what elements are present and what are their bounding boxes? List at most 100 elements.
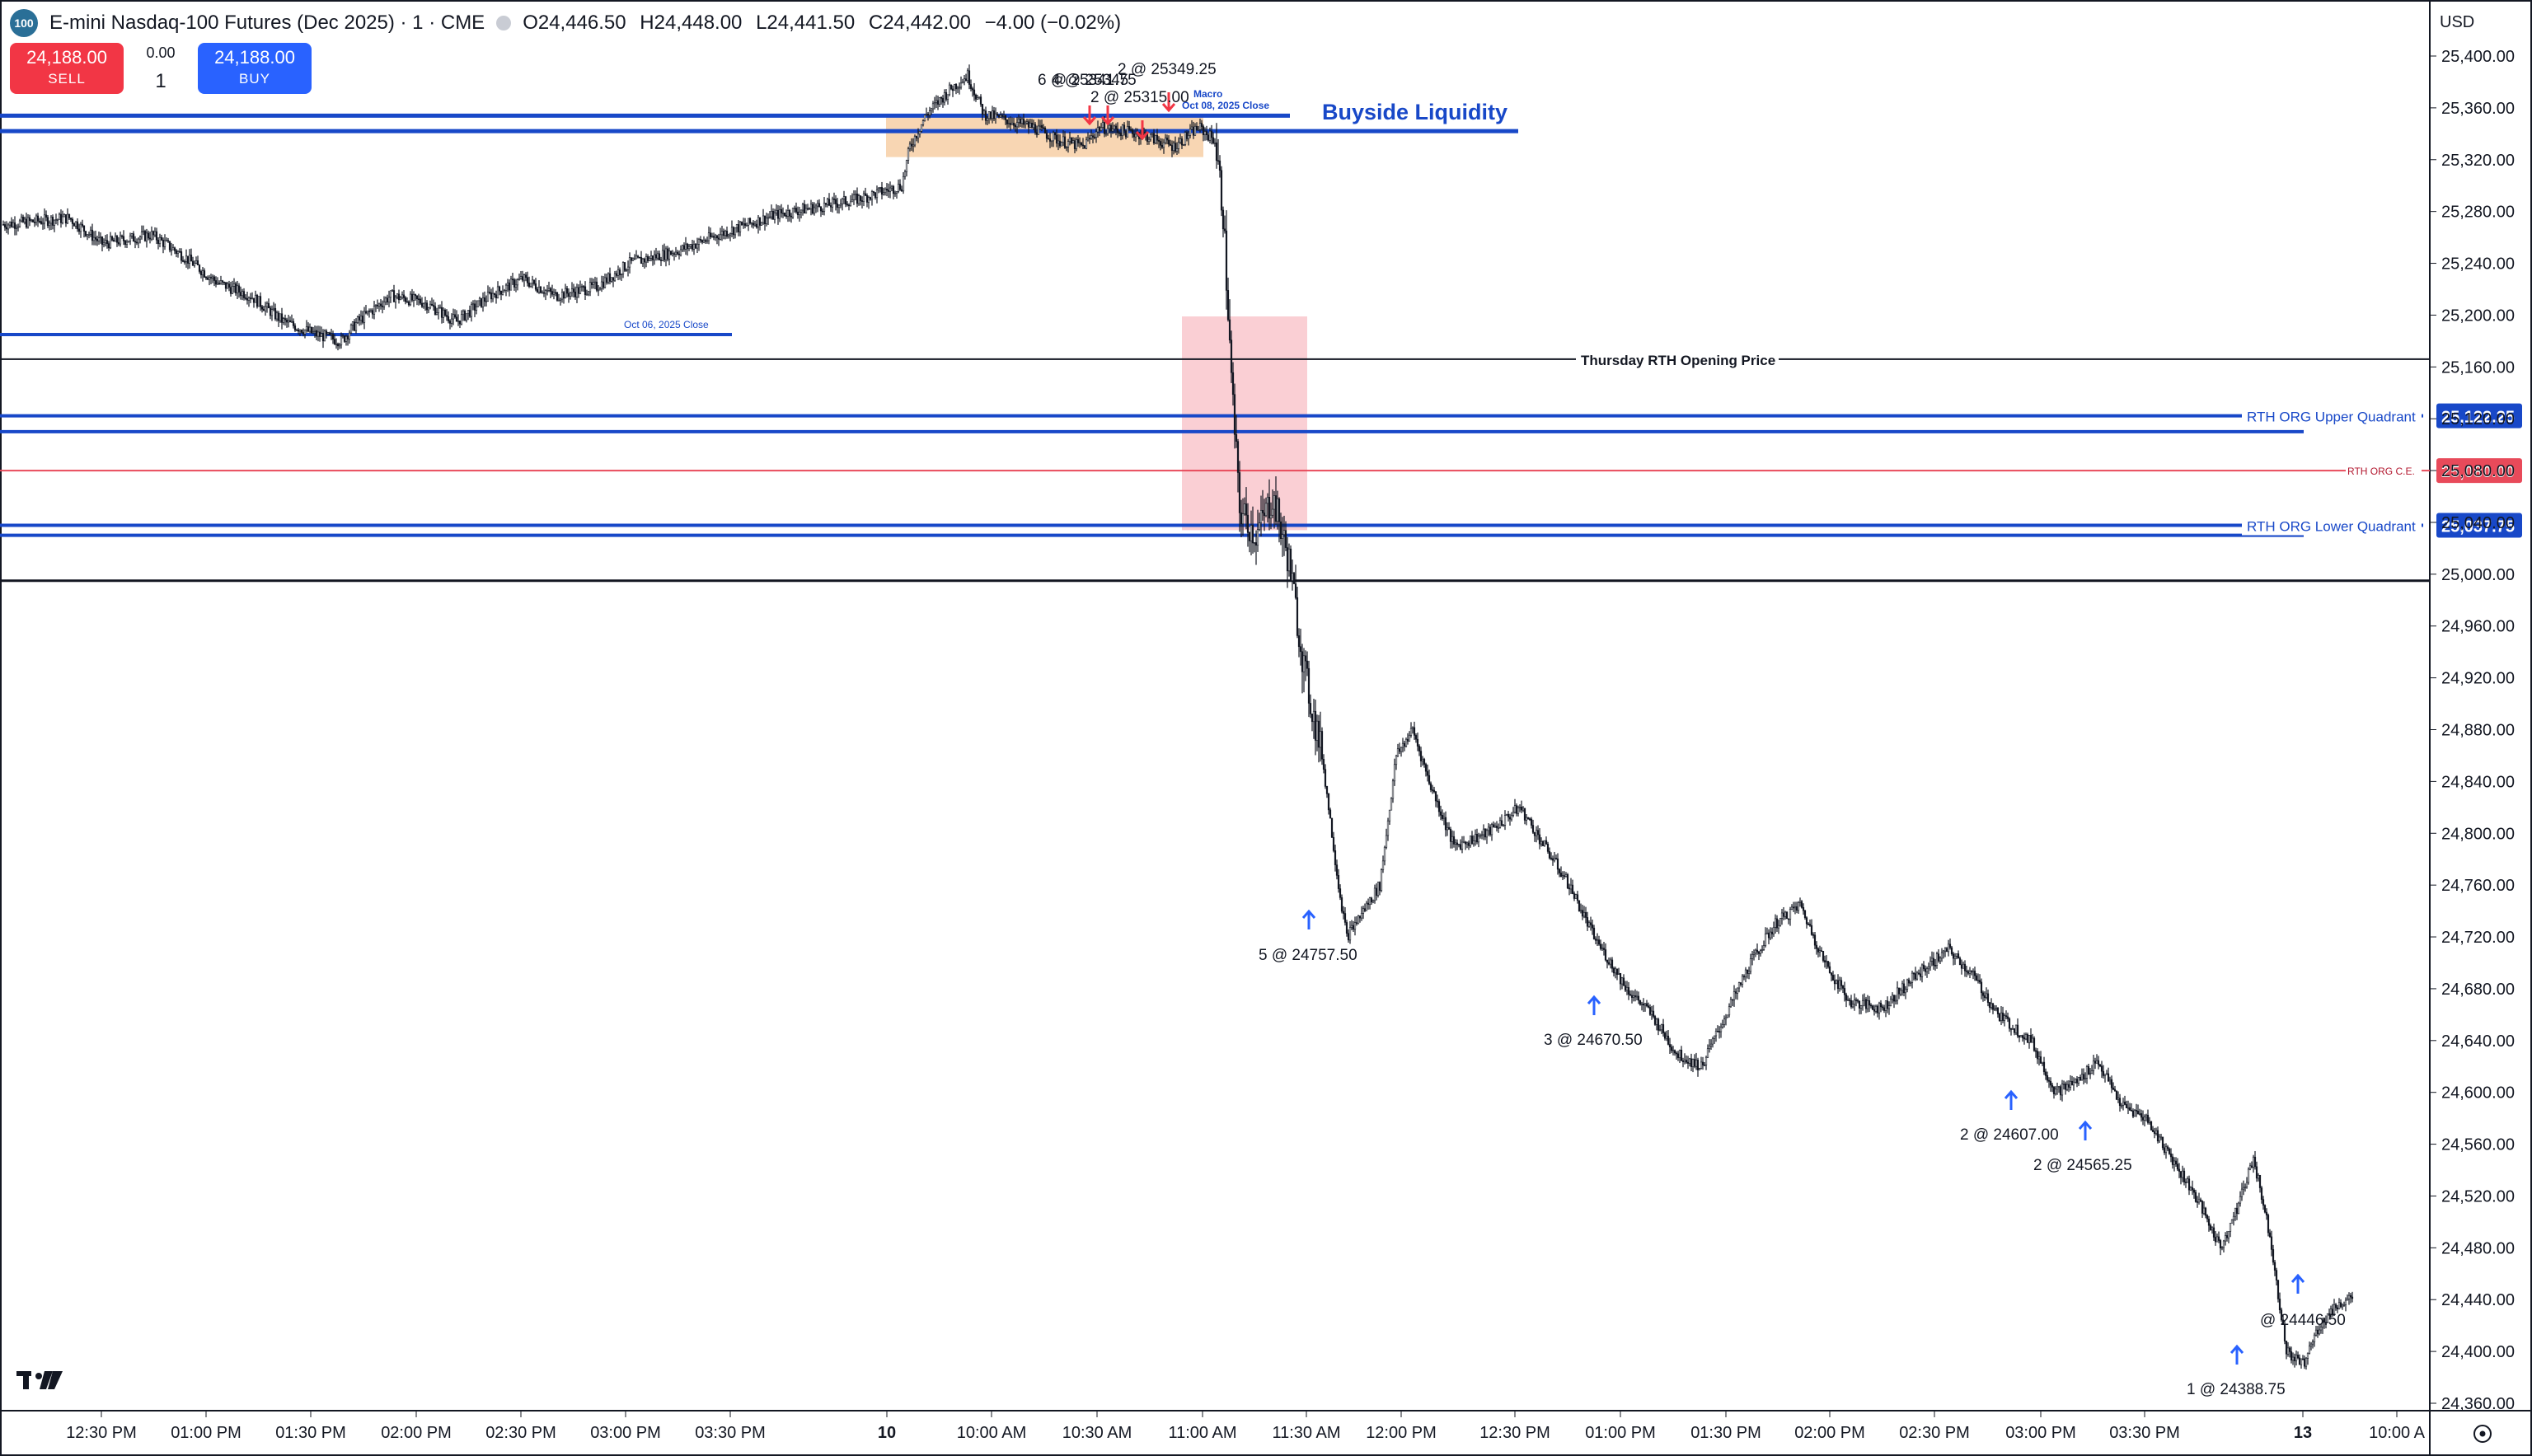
candle-body [450,318,453,324]
candle-body [1932,957,1935,966]
candle-body [588,282,592,293]
candle-body [1180,138,1184,146]
candle-body [1589,922,1592,925]
candle-body [1123,124,1126,132]
candle-body [1193,125,1197,136]
currency-label[interactable]: USD [2440,13,2475,31]
candle-body [97,237,101,241]
candle-body [2145,1114,2148,1117]
candle-body [656,253,659,259]
candle-body [232,283,236,287]
candle-body [1225,230,1228,291]
candle-body [434,306,437,315]
candle-body [1236,441,1240,473]
candle-body [33,222,36,223]
candle-body [513,279,516,288]
candle-body [1040,124,1043,129]
candle-body [1254,542,1258,546]
candle-body [2151,1129,2155,1132]
candle-body [1437,801,1441,812]
candle-body [387,297,391,302]
candle-body [1370,897,1373,903]
candle-body [1878,1002,1881,1014]
candle-body [1179,138,1182,143]
sell-button[interactable]: 24,188.00 SELL [10,43,124,94]
candle-body [2314,1329,2318,1336]
candle-body [1408,735,1411,742]
candle-body [438,307,442,309]
candle-body [1952,953,1955,959]
candle-body [2286,1347,2290,1355]
candle-body [1487,826,1490,831]
candle-body [645,256,648,263]
candle-body [102,242,106,246]
candle-body [1615,968,1619,975]
candle-body [595,281,598,291]
tradingview-logo-icon[interactable] [16,1368,66,1393]
candle-body [2115,1090,2118,1100]
candle-body [1869,1004,1873,1007]
candle-body [1902,983,1906,994]
candle-body [308,326,312,332]
candle-body [1876,1005,1879,1014]
candle-body [2164,1146,2168,1154]
candle-body [2227,1231,2230,1238]
candle-body [188,255,191,264]
candle-body [43,214,46,224]
candle-body [954,84,958,90]
candle-body [1777,925,1780,929]
candle-body [379,303,382,307]
candle-body [2120,1105,2123,1107]
candle-body [600,281,603,289]
candle-body [892,185,895,194]
candle-body [681,245,684,250]
candle-body [241,291,244,297]
candle-body [404,297,407,302]
candle-body [1114,125,1118,129]
candle-body [470,304,473,317]
candle-body [1505,813,1508,816]
candle-body [1159,141,1162,146]
y-tick-label-3: 25,280.00 [2441,204,2515,222]
quantity-box[interactable]: 0.00 1 [132,43,190,93]
candle-body [2242,1187,2245,1190]
candle-body [1817,948,1820,953]
candle-body [1602,948,1606,950]
y-tick-label-8: 25,080.00 [2441,462,2515,480]
candle-body [377,303,381,307]
candle-body [902,176,905,192]
candle-body [2219,1240,2222,1248]
candle-body [77,228,81,232]
x-tick-label-20: 13 [2294,1424,2312,1442]
candle-body [303,330,307,335]
candle-body [745,225,748,227]
buy-button[interactable]: 24,188.00 BUY [198,43,312,94]
candle-body [1558,868,1561,873]
candle-body [811,204,814,214]
candle-body [236,285,239,293]
candle-body [2051,1084,2054,1088]
candle-body [1668,1044,1672,1047]
candle-body [1396,748,1400,756]
rth-quadrant-label-bg-1 [2242,513,2422,536]
candle-body [2097,1060,2100,1065]
candle-body [1428,775,1431,784]
candle-body [864,193,867,196]
x-tick-label-6: 03:30 PM [695,1424,766,1442]
candle-body [226,283,229,289]
symbol-title[interactable]: E-mini Nasdaq-100 Futures (Dec 2025) · 1… [49,12,485,34]
settings-gear-icon[interactable] [2473,1425,2492,1443]
candle-body [997,115,1001,118]
candle-body [531,279,534,284]
candle-body [1404,738,1408,747]
candle-body [968,70,971,85]
candle-body [1785,911,1789,920]
gear-core [2479,1430,2486,1437]
candle-body [204,277,208,279]
candle-body [460,314,463,325]
candle-body [1719,1027,1723,1032]
candle-body [806,208,809,210]
candle-body [13,222,16,229]
candle-body [597,289,600,292]
